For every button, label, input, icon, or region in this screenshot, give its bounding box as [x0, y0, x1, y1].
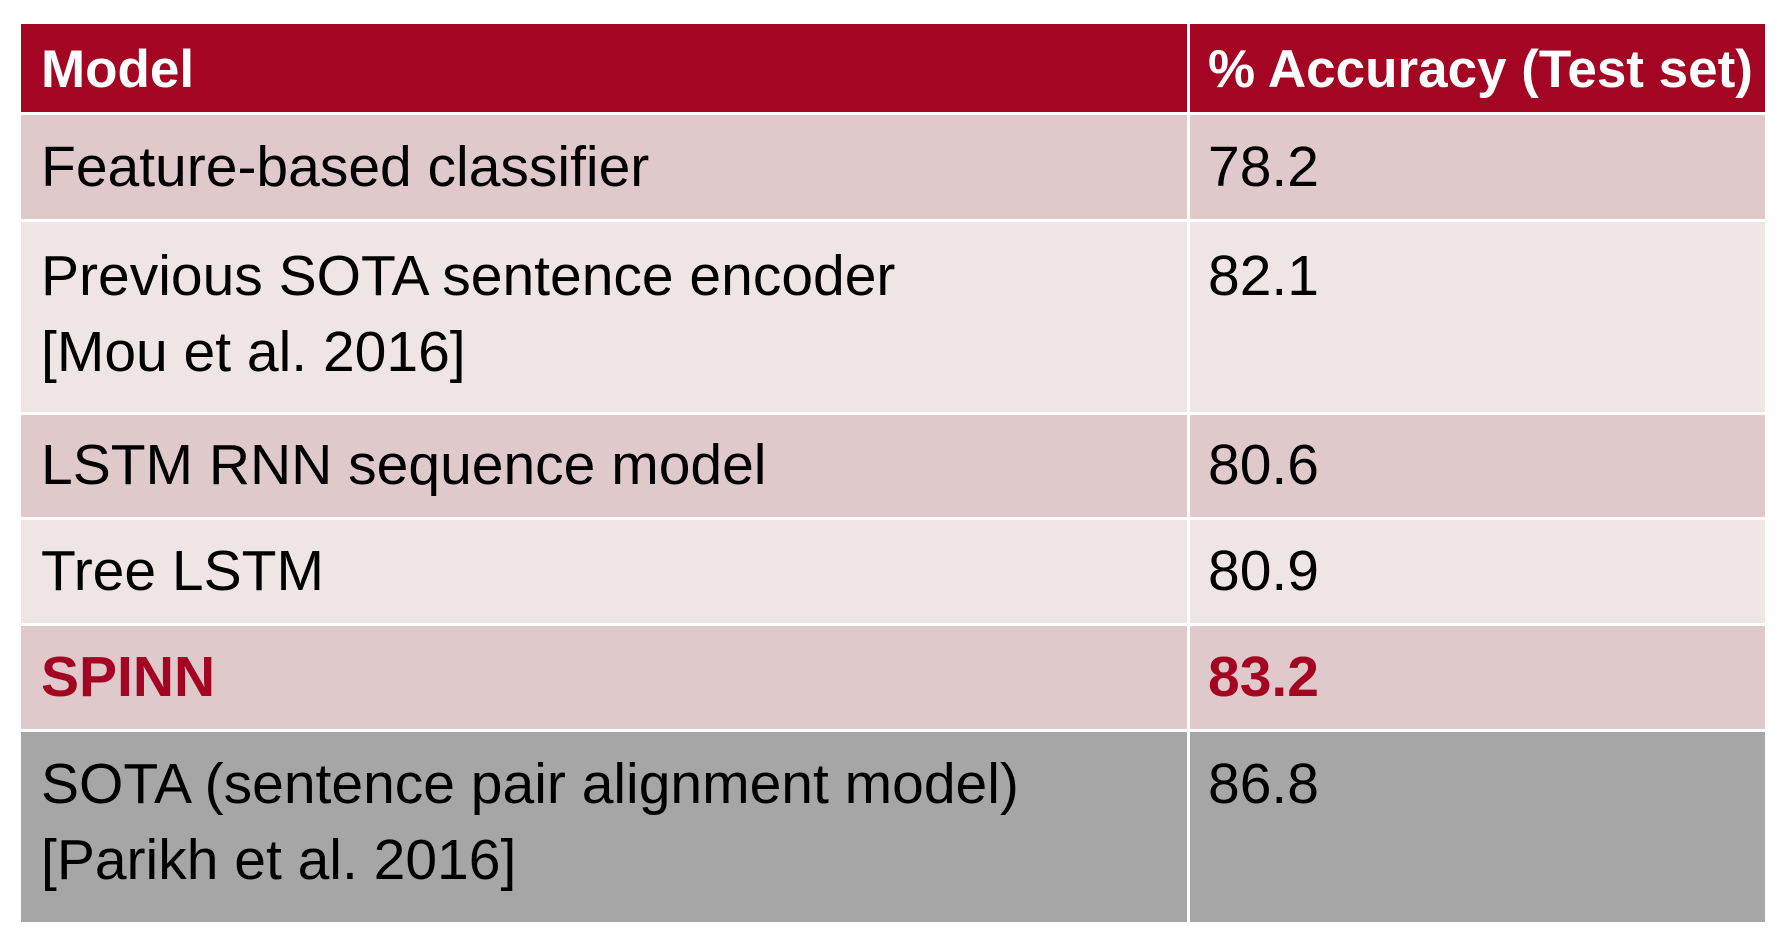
table-row-model: Tree LSTM	[21, 520, 1187, 626]
header-model: Model	[21, 24, 1187, 115]
table-row-model: Previous SOTA sentence encoder [Mou et a…	[21, 222, 1187, 415]
model-name: Previous SOTA sentence encoder	[41, 244, 896, 308]
table-row-accuracy: 80.6	[1187, 415, 1765, 520]
table-row-accuracy-highlight: 83.2	[1187, 626, 1765, 732]
table-row-accuracy: 82.1	[1187, 222, 1765, 415]
model-name: Feature-based classifier	[41, 135, 650, 199]
model-citation: [Mou et al. 2016]	[41, 320, 466, 384]
table-row-accuracy: 80.9	[1187, 520, 1765, 626]
table-row-accuracy: 86.8	[1187, 732, 1765, 922]
accuracy-highlight: 83.2	[1208, 645, 1319, 709]
table-row-accuracy: 78.2	[1187, 115, 1765, 222]
header-accuracy: % Accuracy (Test set)	[1187, 24, 1765, 115]
model-name-highlight: SPINN	[41, 645, 216, 709]
table-row-model: LSTM RNN sequence model	[21, 415, 1187, 520]
model-name: Tree LSTM	[41, 539, 324, 603]
model-name: SOTA (sentence pair alignment model)	[41, 752, 1019, 816]
model-citation: [Parikh et al. 2016]	[41, 828, 517, 892]
table-row-model: SOTA (sentence pair alignment model) [Pa…	[21, 732, 1187, 922]
model-name: LSTM RNN sequence model	[41, 433, 767, 497]
table-row-model: Feature-based classifier	[21, 115, 1187, 222]
results-table: Model % Accuracy (Test set) Feature-base…	[21, 24, 1765, 922]
table-row-model-highlight: SPINN	[21, 626, 1187, 732]
